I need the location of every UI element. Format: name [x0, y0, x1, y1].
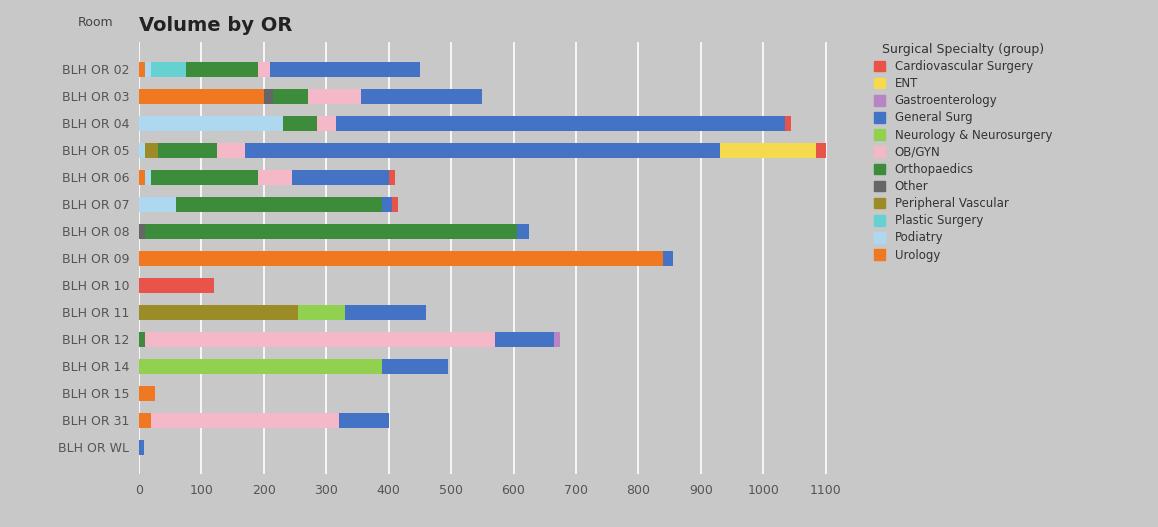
Bar — [555, 332, 560, 347]
Bar — [264, 89, 273, 104]
Text: Room: Room — [78, 16, 113, 29]
Bar — [273, 89, 308, 104]
Bar — [339, 413, 389, 427]
Bar — [664, 251, 673, 266]
Bar — [308, 89, 360, 104]
Bar — [139, 332, 145, 347]
Text: Volume by OR: Volume by OR — [139, 16, 292, 35]
Bar — [139, 413, 152, 427]
Bar — [139, 170, 145, 184]
Bar — [145, 332, 494, 347]
Bar — [391, 197, 398, 212]
Bar — [217, 143, 245, 158]
Bar — [152, 413, 339, 427]
Bar — [719, 143, 816, 158]
Bar — [139, 386, 154, 401]
Bar — [270, 62, 420, 76]
Bar — [292, 170, 389, 184]
Bar — [139, 89, 264, 104]
Bar — [176, 197, 382, 212]
Bar — [152, 170, 257, 184]
Bar — [245, 143, 719, 158]
Bar — [345, 305, 426, 320]
Bar — [360, 89, 483, 104]
Bar — [283, 116, 317, 131]
Legend: Cardiovascular Surgery, ENT, Gastroenterology, General Surg, Neurology & Neurosu: Cardiovascular Surgery, ENT, Gastroenter… — [870, 40, 1056, 265]
Bar — [139, 251, 664, 266]
Bar — [139, 197, 176, 212]
Bar — [139, 440, 144, 455]
Bar — [389, 170, 395, 184]
Bar — [185, 62, 257, 76]
Bar — [382, 197, 391, 212]
Bar — [139, 62, 145, 76]
Bar — [139, 116, 283, 131]
Bar — [152, 62, 185, 76]
Bar — [298, 305, 345, 320]
Bar — [336, 116, 785, 131]
Bar — [816, 143, 826, 158]
Bar — [257, 170, 292, 184]
Bar — [257, 62, 270, 76]
Bar — [317, 116, 336, 131]
Bar — [139, 278, 214, 292]
Bar — [139, 359, 382, 374]
Bar — [139, 305, 298, 320]
Bar — [145, 224, 516, 239]
Bar — [382, 359, 448, 374]
Bar — [157, 143, 217, 158]
Bar — [139, 224, 145, 239]
Bar — [139, 143, 145, 158]
Bar — [145, 170, 152, 184]
Bar — [145, 62, 152, 76]
Bar — [785, 116, 791, 131]
Bar — [494, 332, 555, 347]
Bar — [145, 143, 157, 158]
Bar — [516, 224, 529, 239]
